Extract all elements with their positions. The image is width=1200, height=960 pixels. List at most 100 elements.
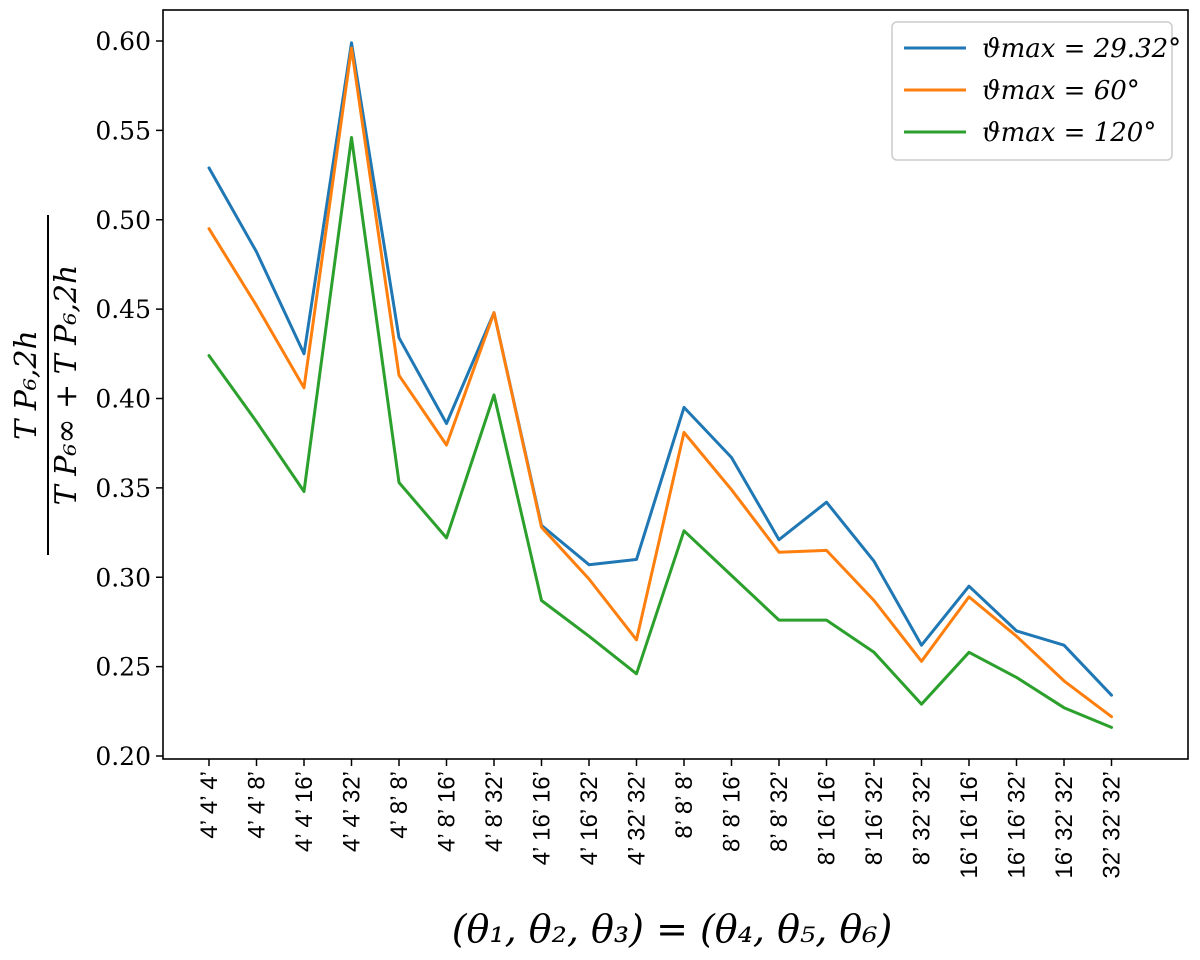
data-point-1 (397, 336, 401, 339)
x-tick-label: 16’ 32’ 32’ (1051, 771, 1078, 879)
data-point-3 (825, 618, 828, 622)
data-point-1 (872, 559, 876, 563)
x-tick-label: 4’ 4’ 32’ (339, 771, 366, 852)
data-point-1 (255, 250, 258, 254)
y-tick-label: 0.35 (95, 474, 151, 503)
y-tick-label: 0.20 (95, 742, 151, 771)
data-point-3 (492, 393, 496, 397)
data-point-2 (397, 374, 401, 377)
data-point-1 (825, 500, 828, 504)
series-lines (207, 41, 1113, 729)
legend-label-2: ϑmax = 60° (982, 76, 1140, 106)
legend-box (891, 21, 1173, 161)
data-point-1 (1015, 629, 1018, 633)
data-point-2 (492, 311, 496, 314)
data-point-3 (920, 702, 923, 706)
x-tick-label: 8’ 16’ 16’ (814, 771, 841, 865)
legend: ϑmax = 29.32° ϑmax = 60° ϑmax = 120° (891, 21, 1181, 161)
data-point-3 (350, 136, 353, 139)
data-point-3 (302, 490, 306, 493)
data-point-1 (1110, 694, 1113, 697)
data-point-3 (682, 529, 686, 532)
x-tick-label: 4’ 4’ 8’ (244, 771, 271, 839)
data-point-1 (350, 41, 353, 44)
data-point-2 (635, 638, 638, 642)
data-point-1 (635, 558, 638, 561)
data-point-3 (207, 354, 211, 357)
x-tick-label: 16’ 16’ 32’ (1004, 771, 1031, 879)
data-point-1 (730, 456, 733, 459)
y-axis-label-numerator: T P₆,2h (9, 330, 44, 440)
data-point-1 (207, 166, 211, 170)
legend-items: ϑmax = 29.32° ϑmax = 60° ϑmax = 120° (904, 34, 1181, 148)
plot-frame (162, 9, 1189, 760)
data-point-1 (1062, 643, 1066, 647)
data-point-2 (1062, 679, 1066, 683)
legend-label-3: ϑmax = 120° (982, 118, 1156, 148)
y-tick-label: 0.45 (95, 295, 151, 324)
data-point-1 (777, 538, 781, 541)
x-tick-label: 4’ 32’ 32’ (624, 771, 651, 865)
data-point-3 (540, 599, 543, 602)
x-tick-label: 16’ 16’ 16’ (956, 771, 983, 879)
data-point-2 (872, 599, 876, 602)
x-tick-label: 4’ 16’ 32’ (576, 771, 603, 865)
x-tick-label: 4’ 8’ 16’ (434, 771, 461, 852)
data-point-1 (967, 584, 971, 588)
series-line-3 (207, 136, 1113, 729)
data-point-2 (207, 227, 211, 230)
x-tick-label: 4’ 8’ 8’ (386, 771, 413, 839)
y-axis-label: T P₆,2h T P₆∞ + T P₆,2h (9, 215, 84, 555)
data-point-2 (682, 431, 686, 434)
data-point-1 (302, 352, 306, 356)
data-point-2 (1015, 635, 1018, 638)
x-tick-label: 8’ 8’ 32’ (766, 771, 793, 852)
y-tick-label: 0.30 (95, 563, 151, 592)
data-point-3 (445, 536, 448, 540)
x-tick-label: 4’ 16’ 16’ (529, 771, 556, 865)
data-point-2 (302, 386, 306, 389)
data-point-3 (777, 618, 781, 622)
data-point-2 (255, 304, 258, 307)
x-tick-label: 8’ 8’ 8’ (671, 771, 698, 839)
data-point-3 (967, 651, 971, 654)
data-point-2 (920, 660, 923, 663)
x-tick-label: 8’ 8’ 16’ (719, 771, 746, 852)
data-point-2 (777, 551, 781, 554)
data-point-1 (682, 406, 686, 409)
series-line-2 (207, 46, 1113, 719)
y-tick-label: 0.40 (95, 385, 151, 414)
data-point-3 (1062, 706, 1066, 709)
x-tick-label: 8’ 32’ 32’ (909, 771, 936, 865)
data-point-1 (587, 563, 591, 566)
data-point-2 (350, 46, 353, 50)
data-point-1 (445, 422, 448, 425)
x-tick-label: 32’ 32’ 32’ (1099, 771, 1126, 879)
data-point-2 (540, 526, 543, 529)
data-point-1 (920, 643, 923, 647)
y-axis-ticks: 0.20 0.25 0.30 0.35 0.40 0.45 0.50 0.55 0.60 (95, 27, 163, 771)
x-tick-label: 4’ 4’ 4’ (196, 771, 223, 839)
series-line-1 (207, 41, 1113, 697)
y-tick-label: 0.60 (95, 27, 151, 56)
legend-label-1: ϑmax = 29.32° (982, 34, 1181, 64)
x-axis-label: (θ₁, θ₂, θ₃) = (θ₄, θ₅, θ₆) (452, 907, 893, 951)
data-point-3 (730, 574, 733, 577)
data-point-2 (967, 595, 971, 599)
x-tick-label: 4’ 8’ 32’ (481, 771, 508, 852)
data-point-3 (1015, 676, 1018, 679)
x-tick-label: 8’ 16’ 32’ (861, 771, 888, 865)
data-point-2 (445, 443, 448, 447)
data-point-3 (587, 635, 591, 638)
y-tick-label: 0.50 (95, 206, 151, 235)
data-point-2 (587, 577, 591, 581)
y-axis-label-denominator: T P₆∞ + T P₆,2h (49, 265, 84, 506)
data-point-2 (825, 549, 828, 552)
data-point-3 (1110, 726, 1113, 729)
x-tick-label: 4’ 4’ 16’ (291, 771, 318, 852)
y-tick-label: 0.25 (95, 653, 151, 682)
data-point-3 (397, 481, 401, 484)
x-axis-ticks: 4’ 4’ 4’ 4’ 4’ 8’ 4’ 4’ 16’ 4’ 4’ 32’ 4’ 8’ … (196, 759, 1126, 879)
data-point-3 (635, 672, 638, 675)
